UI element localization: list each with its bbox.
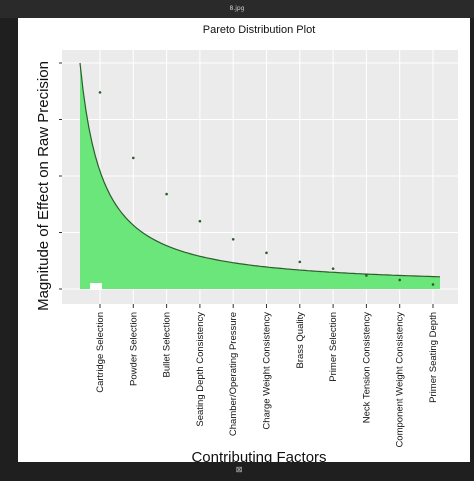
chart-title: Pareto Distribution Plot (203, 24, 316, 36)
window-title: 8.jpg (229, 5, 245, 12)
x-axis-ticks (99, 304, 434, 308)
viewer-bottom-bar: ⊠ (0, 462, 474, 481)
y-axis-label: Magnitude of Effect on Raw Precision (35, 61, 52, 311)
x-tick-label: Powder Selection (128, 312, 139, 386)
data-point (265, 251, 268, 255)
data-point (331, 267, 335, 270)
data-point (431, 283, 435, 286)
distribution-curve (79, 62, 441, 278)
window-title-bar: 8.jpg (0, 0, 474, 18)
data-markers (90, 91, 435, 290)
baseline-marker (90, 283, 102, 290)
image-viewer-canvas: Pareto Distribution Plot Magnitude of Ef… (18, 18, 470, 466)
x-axis-tick-labels: Cartridge Selection Powder Selection Bulle… (95, 312, 439, 448)
x-tick-label: Component Weight Consistency (395, 312, 406, 448)
x-tick-label: Seating Depth Consistency (195, 312, 206, 427)
data-point (165, 192, 168, 196)
data-point (198, 219, 202, 223)
y-axis-ticks (59, 62, 62, 290)
data-point (298, 260, 302, 264)
x-tick-label: Brass Quality (295, 312, 306, 369)
x-tick-label: Primer Selection (328, 312, 339, 382)
x-tick-label: Primer Seating Depth (428, 312, 439, 403)
pareto-chart: Pareto Distribution Plot Magnitude of Ef… (35, 24, 458, 466)
x-tick-label: Cartridge Selection (95, 312, 106, 393)
x-tick-label: Chamber/Operating Pressure (228, 312, 239, 436)
x-axis-label: Contributing Factors (191, 449, 326, 466)
data-point (98, 91, 102, 94)
fit-to-screen-icon[interactable]: ⊠ (235, 465, 243, 474)
data-point (365, 274, 368, 277)
x-tick-label: Bullet Selection (162, 312, 173, 377)
data-point (398, 278, 402, 282)
x-tick-label: Neck Tension Consistency (361, 312, 372, 423)
data-point (231, 237, 235, 241)
distribution-area (80, 63, 440, 289)
x-tick-label: Charge Weight Consistency (262, 312, 273, 430)
data-point (132, 156, 135, 160)
